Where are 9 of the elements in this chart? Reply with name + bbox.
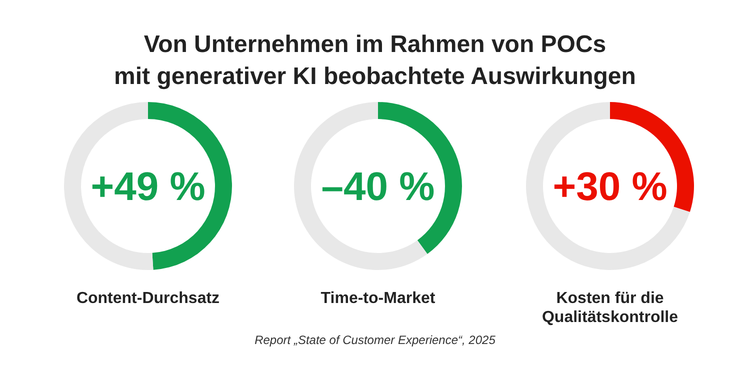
text: Time-to-Market [320, 290, 436, 307]
text: Report „State of Customer Experience“, 2025 [254, 333, 496, 347]
text: +30 % [552, 165, 668, 209]
text: +49 % [90, 165, 206, 209]
text: Content-Durchsatz [76, 290, 220, 307]
text: –40 % [321, 165, 435, 209]
donut-slice [526, 102, 690, 270]
text: Von Unternehmen im Rahmen von POCs mit generativer KI beobachtete Auswirkungen [114, 31, 636, 90]
text: Kosten für die Qualitätskontrolle [542, 290, 678, 326]
